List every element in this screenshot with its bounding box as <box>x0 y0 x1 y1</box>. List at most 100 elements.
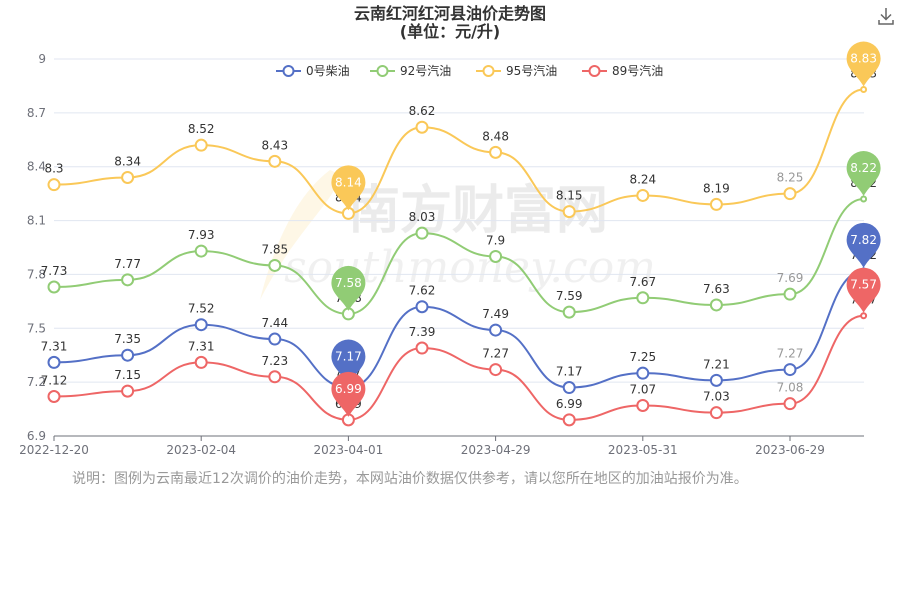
data-label: 8.62 <box>409 104 436 118</box>
pin-marker: 7.17 <box>331 339 366 385</box>
data-point <box>636 291 650 305</box>
y-tick-label: 9 <box>38 52 46 66</box>
pin-shape <box>846 222 881 268</box>
data-label: 8.24 <box>629 172 656 186</box>
data-label: 8.3 <box>44 162 63 176</box>
pin-shape <box>331 371 366 417</box>
chart-subtitle: (单位：元/升) <box>399 22 501 41</box>
pin-shape <box>331 339 366 385</box>
data-point <box>709 406 723 420</box>
pin-marker: 7.82 <box>846 222 881 268</box>
data-point <box>783 397 797 411</box>
legend-marker <box>376 65 389 77</box>
y-tick-label: 7.5 <box>27 321 46 335</box>
data-point <box>268 154 282 168</box>
data-point <box>194 318 208 332</box>
pin-label: 8.22 <box>850 161 877 175</box>
data-point <box>636 188 650 202</box>
x-tick-label: 2023-04-29 <box>461 443 531 457</box>
pin-label: 8.14 <box>335 175 362 189</box>
data-point <box>562 305 576 319</box>
pin-markers: 7.17 7.82 7.58 8.22 8.14 8.83 6.99 7.57 <box>331 41 881 417</box>
legend-item[interactable]: 95号汽油 <box>476 63 557 78</box>
data-point <box>783 287 797 301</box>
y-tick-label: 8.1 <box>27 214 46 228</box>
series-points <box>47 86 868 427</box>
data-label: 7.31 <box>41 339 68 353</box>
data-label: 7.31 <box>188 339 215 353</box>
data-label: 7.21 <box>703 357 730 371</box>
data-label: 7.17 <box>556 365 583 379</box>
y-tick-label: 6.9 <box>27 429 46 443</box>
data-point <box>636 366 650 380</box>
y-tick-label: 8.4 <box>27 160 46 174</box>
grid-lines <box>54 58 864 383</box>
pin-marker: 8.22 <box>846 151 881 197</box>
legend-item[interactable]: 92号汽油 <box>370 63 451 78</box>
legend-label: 95号汽油 <box>506 63 557 78</box>
data-label: 8.25 <box>777 171 804 185</box>
y-tick-label: 7.2 <box>27 375 46 389</box>
legend-item[interactable]: 0号柴油 <box>276 64 350 78</box>
data-label: 7.27 <box>482 347 509 361</box>
data-label: 7.69 <box>777 271 804 285</box>
data-label: 7.62 <box>409 284 436 298</box>
data-label: 7.15 <box>114 368 141 382</box>
pin-label: 7.57 <box>850 278 877 292</box>
data-point <box>489 323 503 337</box>
data-label: 7.25 <box>629 350 656 364</box>
data-point <box>415 120 429 134</box>
data-label: 6.99 <box>556 397 583 411</box>
data-point <box>783 363 797 377</box>
y-tick-label: 7.8 <box>27 267 46 281</box>
data-label: 8.19 <box>703 181 730 195</box>
data-point <box>489 363 503 377</box>
x-tick-label: 2023-05-31 <box>608 443 678 457</box>
data-point <box>121 384 135 398</box>
pin-marker: 7.57 <box>846 267 881 313</box>
pin-label: 6.99 <box>335 382 362 396</box>
pin-marker: 6.99 <box>331 371 366 417</box>
data-point <box>415 226 429 240</box>
data-label: 8.15 <box>556 189 583 203</box>
data-label: 7.67 <box>629 275 656 289</box>
data-label: 7.39 <box>409 325 436 339</box>
data-label: 7.63 <box>703 282 730 296</box>
data-label: 7.59 <box>556 289 583 303</box>
data-point <box>47 178 61 192</box>
data-point <box>415 300 429 314</box>
watermark-logo <box>260 170 339 300</box>
pin-marker: 7.58 <box>331 265 366 311</box>
data-label: 7.77 <box>114 257 141 271</box>
data-point <box>489 249 503 263</box>
data-label: 7.52 <box>188 302 215 316</box>
x-tick-label: 2023-06-29 <box>755 443 825 457</box>
data-label: 7.08 <box>777 381 804 395</box>
data-label: 7.49 <box>482 307 509 321</box>
data-point <box>47 355 61 369</box>
legend-item[interactable]: 89号汽油 <box>582 63 663 78</box>
legend-label: 92号汽油 <box>400 63 451 78</box>
pin-label: 7.58 <box>335 276 362 290</box>
data-label: 7.07 <box>629 382 656 396</box>
download-icon[interactable] <box>876 6 896 26</box>
pin-label: 8.83 <box>850 52 877 66</box>
data-point <box>709 373 723 387</box>
legend[interactable]: 0号柴油 92号汽油 95号汽油 89号汽油 <box>276 63 663 78</box>
data-label: 7.93 <box>188 228 215 242</box>
pin-shape <box>331 265 366 311</box>
chart-title: 云南红河红河县油价走势图 <box>353 4 546 23</box>
data-point <box>783 187 797 201</box>
data-point <box>121 348 135 362</box>
pin-shape <box>846 151 881 197</box>
data-label: 7.9 <box>486 233 505 247</box>
data-point <box>636 398 650 412</box>
data-point <box>47 280 61 294</box>
legend-label: 89号汽油 <box>612 63 663 78</box>
chart-note: 说明：图例为云南最近12次调价的油价走势，本网站油价数据仅供参考，请以您所在地区… <box>72 471 748 487</box>
x-tick-label: 2022-12-20 <box>19 443 89 457</box>
pin-label: 7.17 <box>335 350 362 364</box>
data-label: 8.48 <box>482 129 509 143</box>
data-point <box>268 258 282 272</box>
